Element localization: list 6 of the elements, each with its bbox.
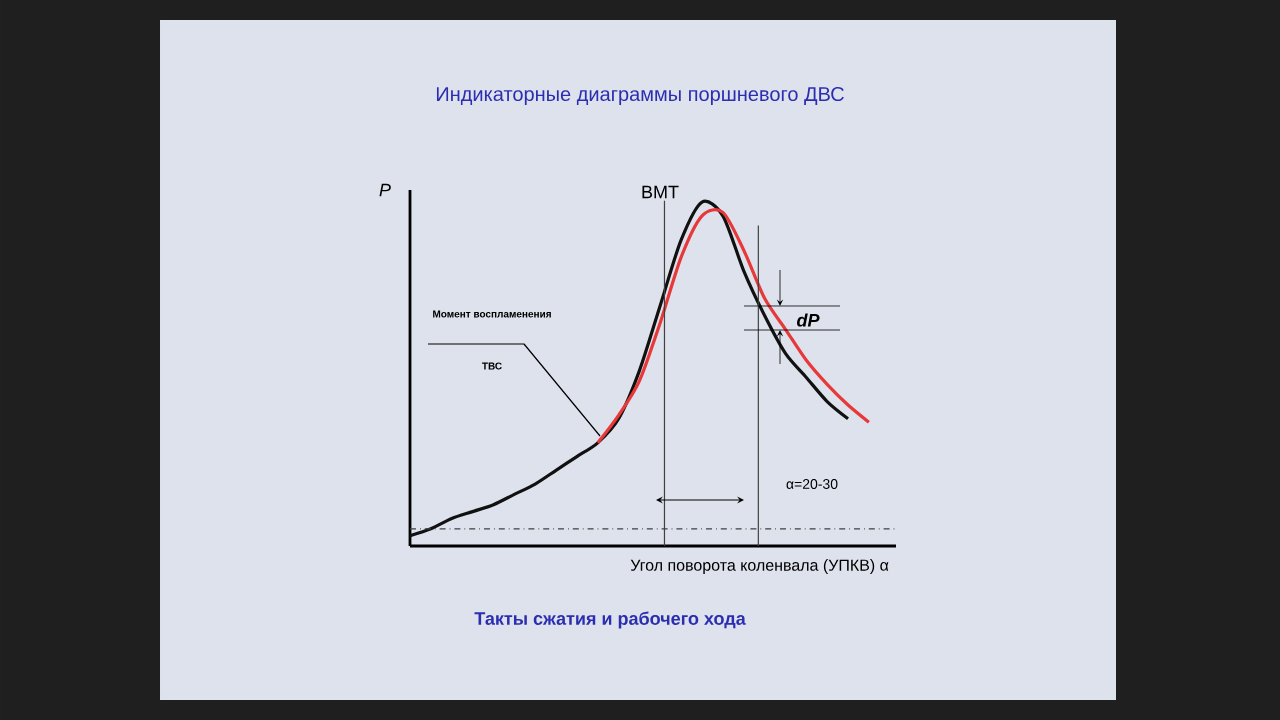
annotation: dP (797, 313, 820, 327)
y-axis-title: P (379, 183, 391, 197)
chart-title: Индикаторные диаграммы поршневого ДВС (436, 86, 844, 106)
text: BMT (642, 185, 679, 199)
text: Такты сжатия и рабочего хода (474, 611, 746, 629)
x-axis-title: Угол поворота коленвала (УПКВ) α (630, 559, 889, 574)
